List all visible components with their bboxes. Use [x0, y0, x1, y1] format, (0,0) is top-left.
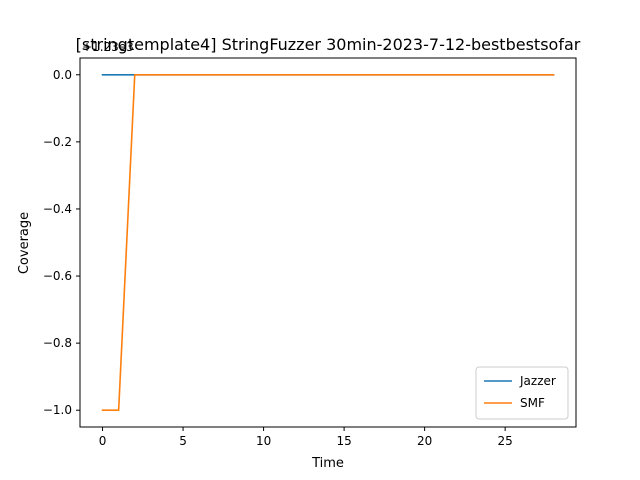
legend: Jazzer SMF: [475, 366, 569, 420]
legend-label-smf: SMF: [520, 396, 545, 410]
y-axis-offset-label: +1.23e3: [82, 40, 134, 54]
plot-area: 0 5 10 15 20 25 0.0 −0.2 −0.4 −0.6 −0.8 −1.0: [43, 57, 577, 448]
x-tick-label: 15: [336, 434, 351, 448]
x-axis-label: Time: [311, 456, 344, 471]
x-tick-label: 5: [179, 434, 187, 448]
series-line-smf: [101, 73, 555, 412]
y-tick-label: −0.6: [43, 269, 72, 283]
x-tick-label: 20: [417, 434, 432, 448]
chart-title: [stringtemplate4] StringFuzzer 30min-202…: [76, 35, 581, 54]
plot-frame: [79, 57, 577, 428]
y-tick-label: −0.8: [43, 336, 72, 350]
y-tick-label: −1.0: [43, 403, 72, 417]
x-tick-label: 25: [498, 434, 513, 448]
y-tick-label: −0.2: [43, 135, 72, 149]
legend-box: [475, 366, 569, 420]
legend-label-jazzer: Jazzer: [519, 374, 556, 388]
x-tick-label: 10: [256, 434, 271, 448]
y-tick-label: 0.0: [53, 68, 72, 82]
x-tick-label: 0: [99, 434, 107, 448]
y-axis-label: Coverage: [17, 212, 32, 274]
y-tick-label: −0.4: [43, 202, 72, 216]
